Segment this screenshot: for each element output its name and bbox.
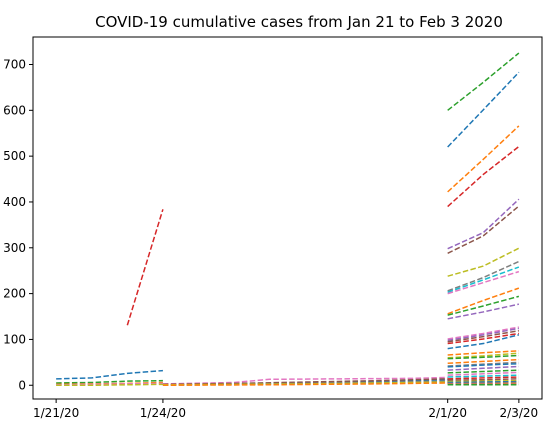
series-line-3 <box>56 379 163 384</box>
x-tick-label: 1/21/20 <box>33 406 79 420</box>
y-tick-label: 100 <box>3 332 26 346</box>
series-line-42 <box>447 378 519 381</box>
series-line-31 <box>447 350 519 356</box>
series-line-20 <box>447 260 520 292</box>
series-line-22 <box>447 270 520 295</box>
y-tick-label: 300 <box>3 241 26 255</box>
series-line-18 <box>447 205 520 254</box>
series-line-44 <box>447 380 519 384</box>
series-line-30 <box>447 334 520 350</box>
series-line-1 <box>126 209 164 326</box>
y-tick-label: 700 <box>3 57 26 71</box>
series-line-34 <box>447 358 519 365</box>
series-line-23 <box>447 287 520 315</box>
series-line-40 <box>447 374 519 378</box>
y-axis: 0 100 200 300 400 500 600 700 <box>3 57 33 392</box>
series-line-27 <box>447 327 519 342</box>
series-line-15 <box>447 125 520 193</box>
x-axis: 1/21/20 1/24/20 2/1/20 2/3/20 <box>33 399 538 420</box>
series-line-26 <box>447 326 519 340</box>
series-line-21 <box>447 266 520 293</box>
series-line-43 <box>447 379 519 383</box>
series-line-16 <box>447 145 520 208</box>
series-line-8 <box>162 376 448 385</box>
series-line-29 <box>447 332 519 345</box>
y-tick-label: 500 <box>3 149 26 163</box>
series-line-35 <box>447 361 519 367</box>
series-line-36 <box>447 362 519 368</box>
series-line-33 <box>447 354 519 360</box>
series-line-17 <box>447 198 520 250</box>
chart-title: COVID-19 cumulative cases from Jan 21 to… <box>95 13 503 31</box>
series-line-14 <box>447 71 520 148</box>
y-tick-label: 200 <box>3 287 26 301</box>
series-line-9 <box>162 378 448 386</box>
series-line-32 <box>447 352 519 359</box>
series-line-28 <box>447 329 519 343</box>
series-line-25 <box>447 303 520 320</box>
series-line-19 <box>447 247 520 277</box>
x-tick-label: 1/24/20 <box>140 406 186 420</box>
series-line-37 <box>447 365 519 371</box>
y-tick-label: 600 <box>3 103 26 117</box>
series-line-6 <box>56 383 163 386</box>
series-line-2 <box>56 369 163 380</box>
y-tick-label: 400 <box>3 195 26 209</box>
x-tick-label: 2/1/20 <box>428 406 467 420</box>
series-line-41 <box>447 376 519 380</box>
series-line-38 <box>447 369 519 374</box>
series-layer <box>56 52 520 386</box>
series-line-24 <box>447 295 520 316</box>
x-tick-label: 2/3/20 <box>500 406 539 420</box>
y-tick-label: 0 <box>18 378 26 392</box>
plot-frame <box>32 36 543 400</box>
series-line-13 <box>447 52 520 111</box>
series-line-39 <box>447 371 519 376</box>
series-line-12 <box>162 382 448 386</box>
